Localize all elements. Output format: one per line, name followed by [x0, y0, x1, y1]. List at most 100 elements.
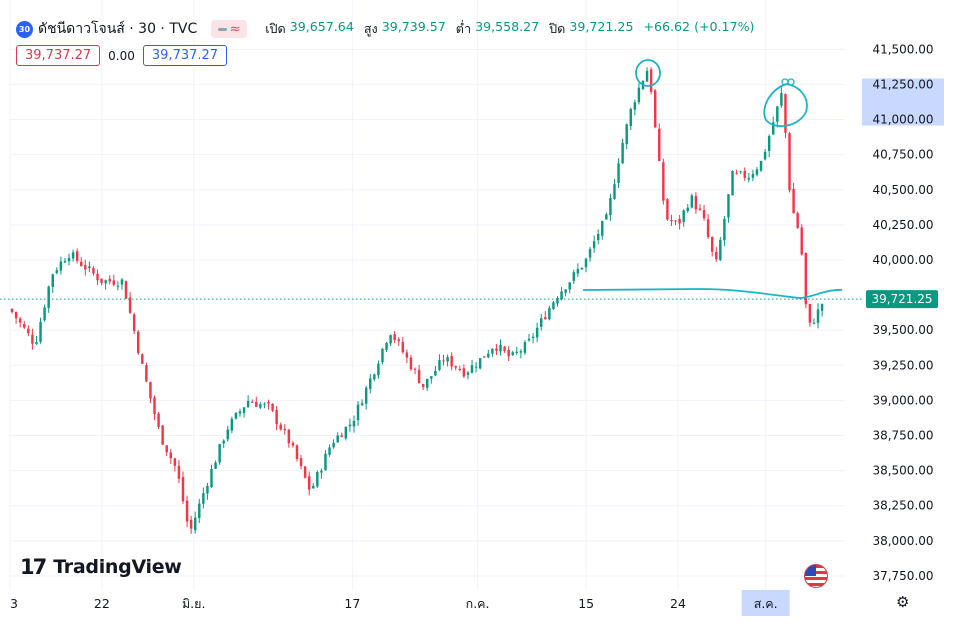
candle-body [633, 102, 637, 110]
y-tick-label: 38,250.00 [872, 499, 933, 513]
candle-body [511, 352, 514, 355]
candle-body [157, 413, 160, 427]
candlestick-series [10, 67, 824, 534]
candle-body [796, 213, 799, 228]
candle-body [739, 171, 742, 173]
candle-body [617, 163, 620, 183]
candle-body [723, 218, 726, 241]
candle-body [356, 404, 360, 421]
gear-icon[interactable]: ⚙ [896, 593, 910, 611]
tradingview-mark-icon: 17 [20, 555, 47, 579]
candle-body [141, 354, 144, 364]
candle-body [519, 351, 523, 353]
tradingview-logo[interactable]: 17 TradingView [20, 555, 182, 579]
last-price-text: 39,721.25 [871, 292, 932, 306]
candle-body [544, 317, 547, 320]
candle-body [515, 351, 519, 353]
support-line[interactable] [582, 288, 843, 299]
candle-body [364, 387, 368, 404]
candle-body [763, 151, 767, 160]
x-tick-label: 24 [670, 596, 686, 611]
candle-body [344, 426, 348, 439]
second-top-circle[interactable] [763, 83, 808, 127]
first-top-circle[interactable] [635, 59, 661, 87]
candle-body [531, 336, 535, 339]
candle-body [755, 169, 759, 175]
candle-body [645, 70, 649, 82]
close-value: 39,721.25 [569, 19, 634, 34]
y-tick-label: 41,250.00 [872, 77, 933, 91]
candle-body [295, 445, 299, 460]
candle-body [417, 369, 421, 384]
candle-body [389, 335, 392, 344]
candle-body [299, 458, 303, 467]
high-value: 39,739.57 [381, 19, 446, 34]
candle-body [210, 468, 213, 488]
candle-body [328, 447, 331, 455]
candle-body [800, 227, 803, 255]
candle-body [702, 209, 706, 219]
candle-body [462, 368, 466, 377]
candle-body [169, 452, 173, 459]
indicator-toggle-button[interactable]: ≈ [211, 20, 248, 38]
candle-body [112, 280, 116, 285]
candle-body [421, 383, 425, 388]
last-price-badge: 39,721.25 [866, 290, 938, 309]
candle-body [255, 401, 258, 407]
y-tick-label: 39,250.00 [872, 358, 933, 372]
candle-body [27, 328, 30, 334]
candle-body [580, 267, 584, 270]
candle-body [373, 374, 376, 380]
candle-body [116, 285, 120, 287]
candle-body [312, 485, 315, 489]
candle-body [230, 418, 234, 431]
candle-body [202, 493, 205, 504]
high-label: สูง [363, 21, 378, 36]
candle-body [18, 318, 22, 323]
price-axis[interactable]: 37,750.00 38,000.00 38,250.00 38,500.00 38,7… [872, 42, 933, 583]
symbol-badge[interactable]: 30 [16, 20, 33, 38]
candle-body [442, 360, 445, 362]
candle-body [539, 318, 543, 327]
drawing-annotations [582, 59, 843, 299]
time-axis[interactable]: 3 22 มิ.ย. 17 ก.ค. 15 24 ส.ค. [10, 590, 790, 616]
candle-body [14, 312, 18, 319]
candle-body [316, 472, 319, 487]
candle-body [576, 269, 580, 274]
sell-button[interactable]: 39,737.27 [16, 45, 101, 66]
candle-body [552, 302, 555, 309]
symbol-name[interactable]: ดัชนีดาวโจนส์ · 30 · TVC [38, 21, 198, 37]
candle-body [63, 260, 67, 263]
candle-body [332, 442, 335, 448]
candle-body [47, 286, 50, 308]
candle-body [649, 69, 653, 92]
candle-body [84, 265, 87, 270]
candle-body [393, 334, 396, 341]
candle-body [690, 195, 694, 208]
us-flag-icon[interactable] [804, 564, 828, 588]
candle-body [592, 241, 596, 249]
candle-body [483, 356, 486, 358]
candle-body [214, 462, 217, 469]
dash-icon [217, 27, 227, 31]
candle-body [218, 444, 221, 463]
candle-body [767, 136, 771, 152]
candle-body [413, 368, 417, 370]
y-tick-label: 37,750.00 [872, 569, 933, 583]
candle-body [88, 266, 91, 269]
candle-body [474, 366, 478, 368]
candle-body [625, 124, 628, 145]
candle-body [96, 273, 99, 281]
candle-body [10, 308, 14, 313]
candle-body [283, 429, 286, 431]
candle-body [682, 210, 685, 222]
x-label-highlight [741, 590, 790, 616]
candle-body [185, 500, 189, 522]
candle-body [397, 339, 400, 342]
buy-button[interactable]: 39,737.27 [142, 45, 228, 66]
candle-body [560, 291, 563, 300]
candle-body [686, 207, 689, 211]
candle-body [401, 342, 405, 353]
x-tick-label: มิ.ย. [182, 596, 206, 611]
